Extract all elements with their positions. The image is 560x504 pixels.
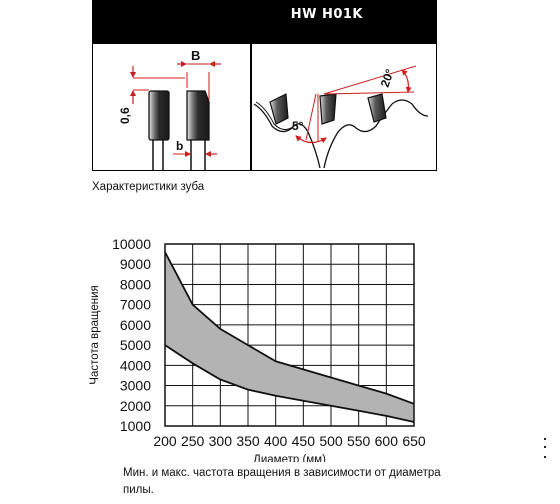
y-axis-label: Частота вращения	[89, 285, 101, 384]
max-rpm-line	[164, 251, 415, 405]
tooth-front-view	[148, 90, 170, 141]
y-tick-label: 8000	[120, 276, 151, 292]
edge-mark	[544, 456, 546, 458]
x-tick-label: 400	[264, 433, 288, 449]
edge-mark	[544, 438, 546, 440]
rpm-chart: 1000 2000 3000 4000 5000 6000 7000 8000 9000 1000…	[89, 236, 426, 462]
tooth-caption: Характеристики зуба	[92, 181, 205, 193]
angle-top-label: 20°	[378, 67, 397, 89]
y-tick-label: 6000	[120, 317, 151, 333]
x-tick-label: 450	[292, 433, 316, 449]
blade-tooth-2	[319, 93, 337, 125]
y-tick-label: 10000	[112, 236, 151, 252]
plot-frame	[164, 243, 415, 427]
y-tick-label: 3000	[120, 378, 151, 394]
x-tick-label: 300	[209, 433, 233, 449]
y-tick-label: 2000	[120, 398, 151, 414]
x-tick-label: 250	[181, 433, 205, 449]
x-tick-label: 200	[153, 433, 177, 449]
y-tick-label: 4000	[120, 357, 151, 373]
tooth-profile-drawing: B 0,6 b	[118, 48, 221, 170]
header-bar: HW H01K	[92, 0, 437, 43]
tooth-side-view	[186, 90, 210, 141]
edge-mark	[544, 446, 546, 448]
panel-divider	[250, 44, 252, 170]
min-rpm-line	[164, 344, 415, 423]
chart-note: Мин. и макс. частота вращения в зависимо…	[123, 467, 441, 496]
product-code: HW H01K	[290, 7, 363, 22]
x-tick-label: 650	[402, 433, 426, 449]
y-tick-label: 9000	[120, 256, 151, 272]
y-tick-label: 5000	[120, 337, 151, 353]
dim-b-label: b	[176, 139, 183, 153]
dim-B-label: B	[191, 48, 200, 63]
x-tick-label: 550	[347, 433, 371, 449]
y-tick-label: 1000	[120, 418, 151, 434]
y-tick-label: 7000	[120, 297, 151, 313]
x-axis-label: Диаметр (мм)	[253, 454, 326, 462]
rpm-range-area	[165, 252, 414, 422]
x-tick-label: 500	[319, 433, 343, 449]
y-tick-labels: 1000 2000 3000 4000 5000 6000 7000 8000 9000 1000…	[112, 236, 151, 434]
tooth-diagram-panel: B 0,6 b	[92, 43, 437, 171]
blade-angle-drawing: 20° 5°	[253, 65, 429, 169]
blade-tooth-3	[367, 93, 387, 123]
x-tick-label: 600	[375, 433, 399, 449]
x-tick-labels: 200 250 300 350 400 450 500 550 600 650	[153, 433, 426, 449]
blade-tooth-1	[269, 93, 289, 125]
angle-hook-label: 5°	[292, 119, 304, 133]
x-tick-label: 350	[236, 433, 260, 449]
dim-height-label: 0,6	[118, 107, 132, 124]
